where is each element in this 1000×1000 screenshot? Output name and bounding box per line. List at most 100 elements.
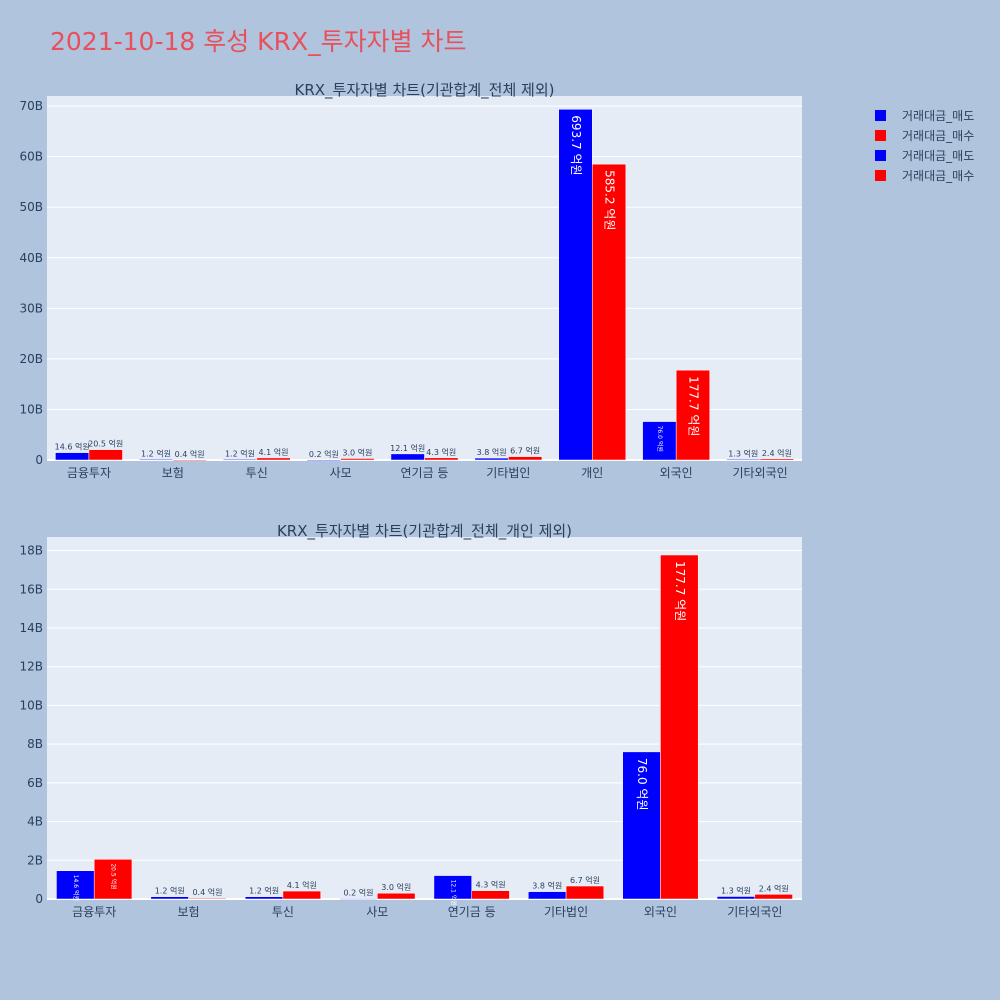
x-tick-label: 외국인 [660,466,693,480]
y-tick-label: 6B [27,776,43,790]
bar-buy [565,885,605,900]
data-label: 4.1 억원 [259,447,289,457]
data-label: 14.6 억원 [72,875,80,901]
bar-buy [754,894,793,900]
legend-label: 거래대금_매도 [902,148,975,163]
bar-chart-bottom: KRX_투자자별 차트(기관합계_전체_개인 제외) 0 2B 4B 6B 8B 10B 12… [19,522,802,919]
x-tick-label: 기타외국인 [732,466,787,480]
data-label: 2.4 억원 [759,883,789,893]
bar-buy [471,890,510,900]
x-tick-label: 연기금 등 [448,905,496,919]
page-title: 2021-10-18 후성 KRX_투자자별 차트 [50,27,467,56]
data-label: 1.2 억원 [225,448,255,458]
y-tick-label: 30B [19,301,43,315]
bar-sell [56,870,95,900]
data-label: 2.4 억원 [762,448,792,458]
legend-swatch [875,149,886,161]
y-tick-label: 60B [19,150,43,164]
bar-sell [433,875,472,900]
bar-buy [759,458,794,461]
bar-buy [256,457,291,461]
y-tick-label: 40B [19,251,43,265]
x-tick-label: 기타법인 [544,905,588,919]
x-tick-label: 사모 [330,466,352,480]
data-label: 76.0 억원 [635,758,649,811]
data-label: 0.4 억원 [192,887,222,897]
bar-buy [340,458,375,461]
x-tick-label: 사모 [366,905,388,919]
data-label: 4.1 억원 [287,880,317,890]
bar-buy [172,459,207,461]
bar-sell [716,896,756,900]
bar-sell [528,891,567,900]
x-tick-label: 투신 [246,466,268,480]
x-tick-label: 기타외국인 [727,905,782,919]
data-label: 1.3 억원 [721,885,751,895]
data-label: 12.1 억원 [390,443,425,453]
legend-swatch [875,109,886,121]
x-tick-label: 금융투자 [72,905,116,919]
legend-item-buy-1[interactable]: 거래대금_매수 [875,125,974,145]
data-label: 1.3 억원 [728,448,758,458]
data-label: 6.7 억원 [510,446,540,456]
x-tick-label: 금융투자 [67,466,111,480]
bar-buy [592,163,627,461]
data-label: 4.3 억원 [426,447,456,457]
y-tick-label: 10B [19,698,43,712]
x-tick-label: 외국인 [644,905,677,919]
legend-label: 거래대금_매도 [902,108,975,123]
bar-sell [222,459,257,461]
x-tick-label: 연기금 등 [401,466,449,480]
y-tick-label: 2B [27,853,43,867]
chart-title: KRX_투자자별 차트(기관합계_전체_개인 제외) [277,522,572,541]
bar-chart-top: KRX_투자자별 차트(기관합계_전체 제외) 0 10B 20B 30B 40B 50B 6… [19,81,802,480]
y-tick-label: 10B [19,402,43,416]
y-tick-label: 0 [35,453,43,467]
x-tick-label: 기타법인 [486,466,530,480]
data-label: 20.5 억원 [110,863,118,889]
legend-swatch [875,129,886,141]
legend-item-buy-2[interactable]: 거래대금_매수 [875,165,974,185]
data-label: 3.8 억원 [477,447,507,457]
bar-buy [377,892,416,900]
bar-sell [642,421,677,461]
legend-label: 거래대금_매수 [902,168,975,183]
data-label: 1.2 억원 [141,448,171,458]
y-tick-label: 20B [19,352,43,366]
data-label: 6.7 억원 [570,875,600,885]
data-label: 14.6 억원 [55,442,90,452]
data-label: 585.2 억원 [603,170,617,230]
data-label: 4.3 억원 [476,880,506,890]
y-tick-label: 12B [19,660,43,674]
y-tick-label: 0 [35,892,43,906]
legend-item-sell-1[interactable]: 거래대금_매도 [875,105,974,125]
x-tick-label: 보험 [162,466,184,480]
data-label: 0.4 억원 [175,449,205,459]
y-tick-label: 8B [27,737,43,751]
legend-item-sell-2[interactable]: 거래대금_매도 [875,145,974,165]
y-tick-label: 70B [19,99,43,113]
x-tick-label: 보험 [178,905,200,919]
y-tick-label: 4B [27,815,43,829]
y-tick-label: 50B [19,200,43,214]
bar-sell [306,459,341,461]
data-label: 177.7 억원 [686,376,700,436]
bar-sell [726,459,761,461]
chart-title: KRX_투자자별 차트(기관합계_전체 제외) [295,81,555,100]
legend-label: 거래대금_매수 [902,128,975,143]
bar-buy [675,369,710,461]
bar-sell [390,453,425,461]
y-tick-label: 18B [19,544,43,558]
bar-sell [139,459,174,461]
data-label: 0.2 억원 [309,449,339,459]
bar-sell [339,898,378,900]
data-label: 76.0 억원 [656,426,664,452]
bar-buy [88,449,123,461]
bar-buy [508,456,543,461]
x-tick-label: 투신 [272,905,294,919]
x-tick-label: 개인 [581,466,603,480]
bar-sell [622,751,661,900]
data-label: 12.1 억원 [449,880,457,906]
data-label: 20.5 억원 [88,439,123,449]
bar-buy [660,554,699,900]
